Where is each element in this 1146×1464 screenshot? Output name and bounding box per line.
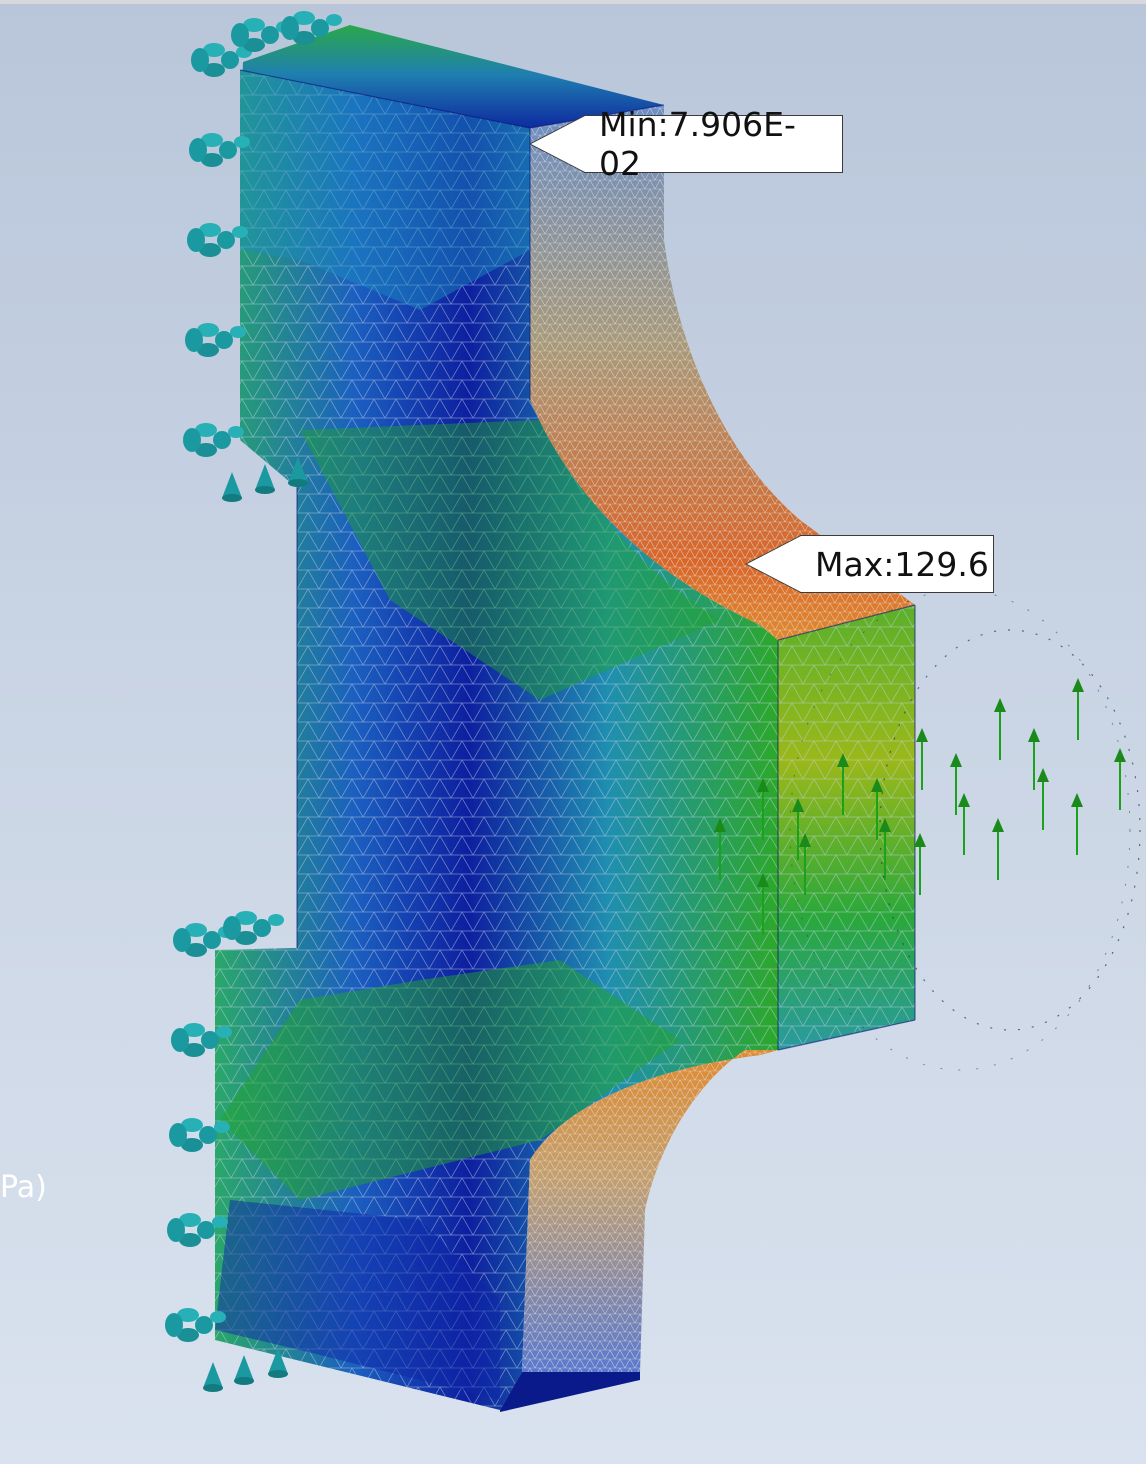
min-value-label: Min:7.906E-02 <box>599 105 796 183</box>
legend-unit-label: Pa) <box>0 1170 47 1205</box>
viewport-top-strip <box>0 0 1146 4</box>
part-model <box>215 25 916 1412</box>
min-value-callout[interactable]: Min:7.906E-02 <box>529 105 843 183</box>
max-value-label: Max:129.6 <box>815 544 989 584</box>
max-value-callout[interactable]: Max:129.6 <box>745 535 994 593</box>
